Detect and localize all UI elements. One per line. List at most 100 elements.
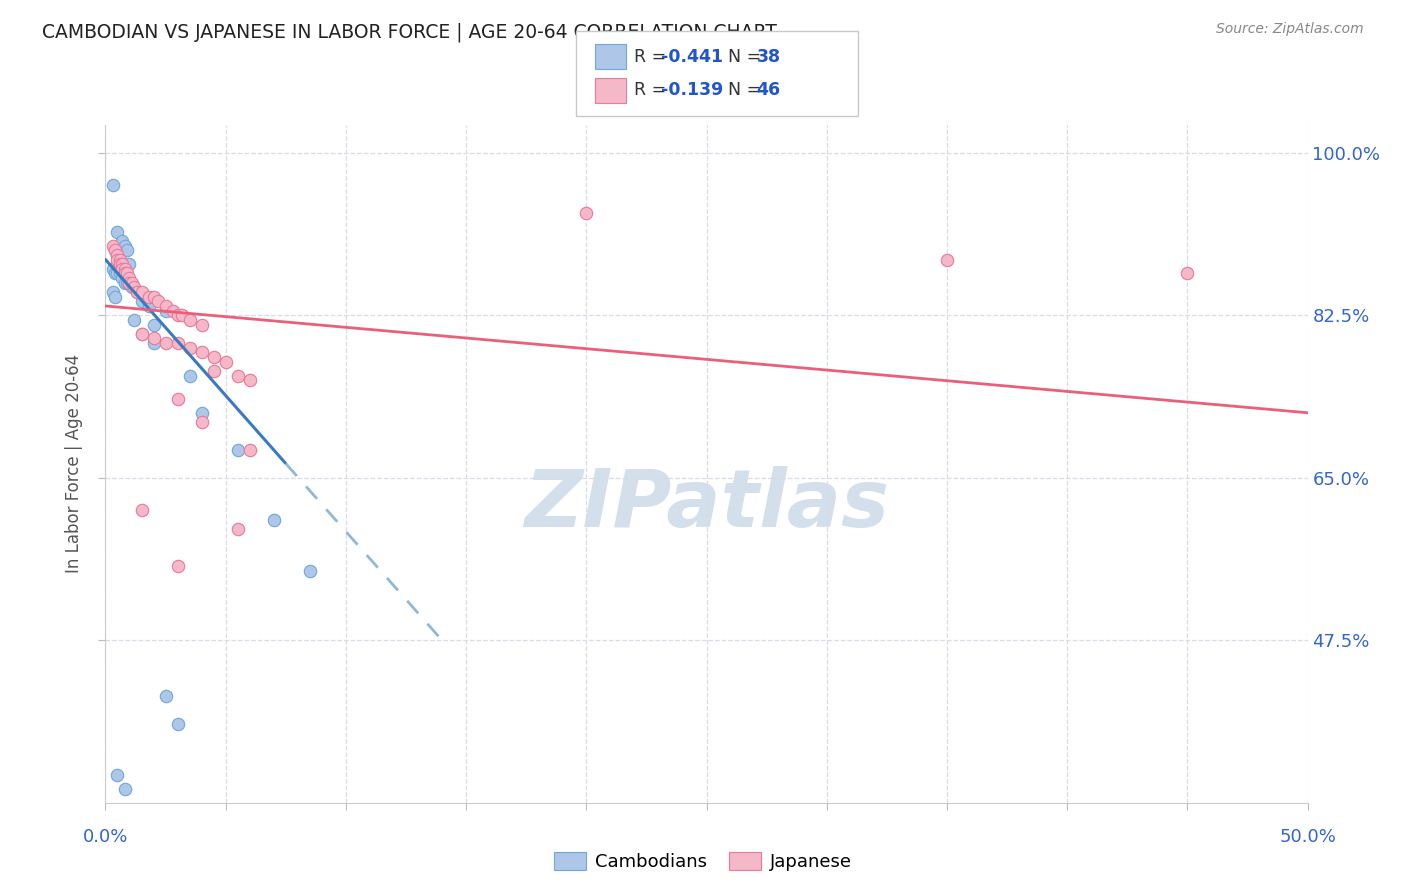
Text: CAMBODIAN VS JAPANESE IN LABOR FORCE | AGE 20-64 CORRELATION CHART: CAMBODIAN VS JAPANESE IN LABOR FORCE | A… [42,22,778,42]
Point [104,244,127,258]
Point [190,415,212,429]
Point [138,299,160,313]
Point [108,252,131,267]
Text: -0.139: -0.139 [661,81,723,99]
Point [179,368,201,383]
Point [202,350,225,364]
Point [166,308,188,322]
Point [936,252,959,267]
Point [263,512,285,526]
Point [118,271,141,285]
Point [155,299,177,313]
Point [190,318,212,332]
Point [131,326,153,341]
Point [214,354,236,368]
Point [107,768,129,782]
Point [226,368,249,383]
Text: Source: ZipAtlas.com: Source: ZipAtlas.com [1216,22,1364,37]
Point [575,206,598,220]
Point [190,406,212,420]
Text: R =: R = [634,81,672,99]
Point [142,290,165,304]
Point [155,689,177,703]
Point [155,303,177,318]
Point [190,345,212,359]
Point [114,276,136,290]
Point [142,318,165,332]
Point [166,559,188,574]
Point [107,252,129,267]
Text: N =: N = [717,48,766,66]
Point [172,308,194,322]
Text: -0.441: -0.441 [661,48,723,66]
Point [115,276,138,290]
Point [114,238,136,252]
Point [131,285,153,299]
Point [104,290,127,304]
Point [138,290,160,304]
Point [107,267,129,281]
Point [148,294,170,309]
Text: ZIPatlas: ZIPatlas [524,466,889,543]
Point [101,238,124,252]
Point [111,257,134,271]
Point [104,244,127,258]
Point [166,392,188,406]
Point [239,373,262,387]
Point [124,313,146,327]
Point [107,248,129,262]
Point [124,280,146,294]
Text: N =: N = [717,81,766,99]
Point [166,717,188,731]
Point [108,252,131,267]
Point [114,261,136,276]
Point [101,261,124,276]
Point [108,257,131,271]
Point [111,261,134,276]
Point [104,267,127,281]
Text: 0.0%: 0.0% [83,828,128,846]
Point [142,331,165,345]
Point [118,276,141,290]
Point [101,178,124,193]
Point [111,271,134,285]
Text: 46: 46 [756,81,780,99]
Point [155,336,177,351]
Point [114,261,136,276]
Point [131,503,153,517]
Point [111,257,134,271]
Text: R =: R = [634,48,672,66]
Y-axis label: In Labor Force | Age 20-64: In Labor Force | Age 20-64 [65,354,83,574]
Point [121,276,143,290]
Point [111,234,134,248]
Text: 50.0%: 50.0% [1279,828,1336,846]
Point [107,225,129,239]
Point [179,341,201,355]
Point [162,303,184,318]
Point [179,313,201,327]
Point [125,285,148,299]
Point [131,326,153,341]
Point [239,442,262,457]
Point [131,294,153,309]
Point [108,267,131,281]
Point [115,244,138,258]
Point [226,522,249,536]
Point [114,781,136,796]
Point [166,336,188,351]
Text: 38: 38 [756,48,780,66]
Point [121,280,143,294]
Point [1175,267,1198,281]
Legend: Cambodians, Japanese: Cambodians, Japanese [547,845,859,879]
Point [101,285,124,299]
Point [298,564,321,578]
Point [125,285,148,299]
Point [226,442,249,457]
Point [142,336,165,351]
Point [118,276,141,290]
Point [202,364,225,378]
Point [118,257,141,271]
Point [114,267,136,281]
Point [107,248,129,262]
Point [115,267,138,281]
